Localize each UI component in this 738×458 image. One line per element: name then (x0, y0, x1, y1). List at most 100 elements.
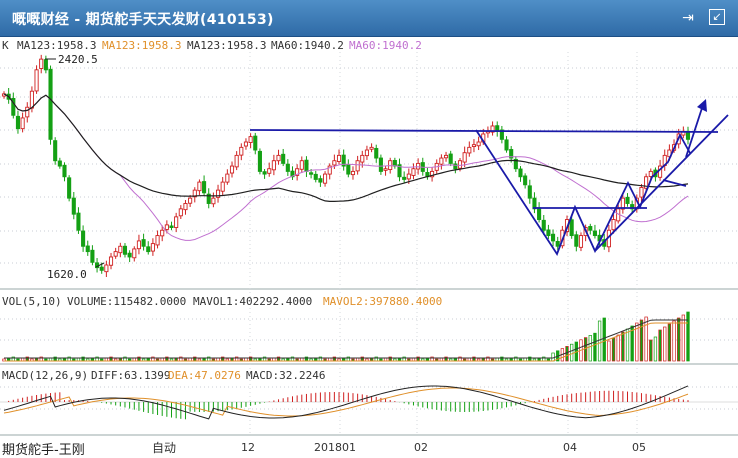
candle-body (183, 203, 188, 211)
candle-body (392, 160, 397, 167)
ma60-line (3, 93, 689, 241)
candle-body (309, 172, 314, 175)
candle-body (523, 175, 528, 186)
volume-bar (597, 320, 602, 362)
candle-body (476, 141, 481, 147)
low-marker (95, 262, 105, 268)
candle-body (146, 246, 151, 253)
candle-body (416, 162, 421, 170)
vol-label: VOL(5,10) (2, 295, 62, 308)
candle-body (355, 160, 360, 172)
candle-body (85, 245, 90, 253)
candle-body (341, 154, 346, 167)
chart-canvas (0, 52, 738, 436)
candle-body (67, 177, 72, 199)
arrow-shaft (685, 104, 704, 158)
candle-body (439, 157, 444, 165)
candle-body (104, 264, 109, 273)
kline-chart[interactable]: K MA123:1958.3 MA123:1958.3 MA123:1958.3… (0, 37, 738, 458)
diff-line (3, 385, 689, 420)
candle-body (490, 125, 495, 133)
diff-label: DIFF:63.1399 (91, 369, 171, 382)
mavol2-line (4, 322, 688, 362)
candle-body (313, 173, 318, 180)
macd-label: MACD:32.2246 (246, 369, 326, 382)
candle-body (406, 173, 411, 180)
candle-body (336, 154, 342, 162)
price-low-label: 1620.0 (47, 268, 87, 281)
candle-body (332, 160, 337, 166)
candle-body (253, 135, 258, 151)
candle-body (625, 196, 630, 204)
candle-body (71, 197, 76, 215)
volume-bar (616, 334, 620, 362)
candle-body (374, 147, 379, 159)
candle-body (411, 168, 416, 176)
ma60-label-1: MA60:1940.2 (271, 39, 344, 52)
candle-body (346, 164, 351, 175)
candle-body (243, 141, 249, 147)
candle-body (499, 129, 504, 140)
candle-body (323, 173, 328, 184)
candle-body (443, 154, 449, 159)
volume-bar (570, 343, 574, 362)
volume-bar (667, 323, 672, 362)
volume-bar (607, 340, 611, 362)
candle-body (43, 59, 48, 71)
candle-body (202, 181, 207, 194)
volume-bar (635, 322, 639, 362)
candle-body (467, 146, 472, 154)
candle-body (211, 197, 216, 205)
volume-bar (672, 320, 676, 362)
candle-body (248, 136, 253, 143)
x-tick-12: 12 (241, 441, 255, 454)
candle-body (327, 165, 332, 175)
candle-body (160, 229, 165, 237)
candle-body (574, 234, 579, 247)
candle-body (578, 235, 584, 248)
candle-body (48, 68, 53, 140)
volume-bar (658, 329, 662, 362)
candle-body (11, 97, 16, 116)
candle-body (513, 158, 518, 170)
candle-body (350, 170, 356, 176)
candle-body (569, 219, 574, 237)
candle-body (108, 256, 114, 266)
ma60-label-2: MA60:1940.2 (349, 39, 422, 52)
candle-body (267, 168, 272, 174)
window-titlebar: 嘅嘅财经 - 期货舵手天天发财(410153) ⇥ ↙ (0, 0, 738, 37)
candle-body (271, 160, 276, 171)
candle-body (215, 189, 221, 198)
candle-body (113, 251, 118, 257)
macd-name-label: MACD(12,26,9) (2, 369, 89, 382)
candle-body (611, 219, 616, 231)
x-tick-05: 05 (632, 441, 646, 454)
dea-label: DEA:47.0276 (168, 369, 241, 382)
mavol1-line (4, 319, 688, 359)
k-label: K (2, 39, 9, 52)
candle-body (551, 233, 556, 242)
candle-body (257, 150, 262, 172)
candle-body (402, 176, 407, 180)
candle-body (471, 144, 477, 148)
candle-body (53, 140, 58, 162)
candle-body (318, 178, 323, 183)
candle-body (178, 208, 183, 217)
candle-body (588, 226, 593, 231)
candle-body (504, 139, 509, 151)
volume-bar (686, 311, 690, 362)
volume-bar (639, 319, 644, 362)
candle-body (281, 153, 286, 164)
arrow-head (697, 99, 707, 112)
candle-body (509, 149, 514, 159)
window-title: 嘅嘅财经 - 期货舵手天天发财(410153) (12, 12, 274, 28)
pin-icon[interactable]: ⇥ (682, 10, 694, 26)
candle-body (262, 171, 267, 175)
candle-body (364, 149, 369, 157)
candle-body (174, 216, 179, 229)
restore-icon[interactable]: ↙ (709, 9, 725, 25)
mode-label: 自动 (152, 441, 177, 455)
volume-bar (630, 325, 634, 362)
candle-body (546, 229, 551, 237)
ma123-line (3, 93, 689, 202)
